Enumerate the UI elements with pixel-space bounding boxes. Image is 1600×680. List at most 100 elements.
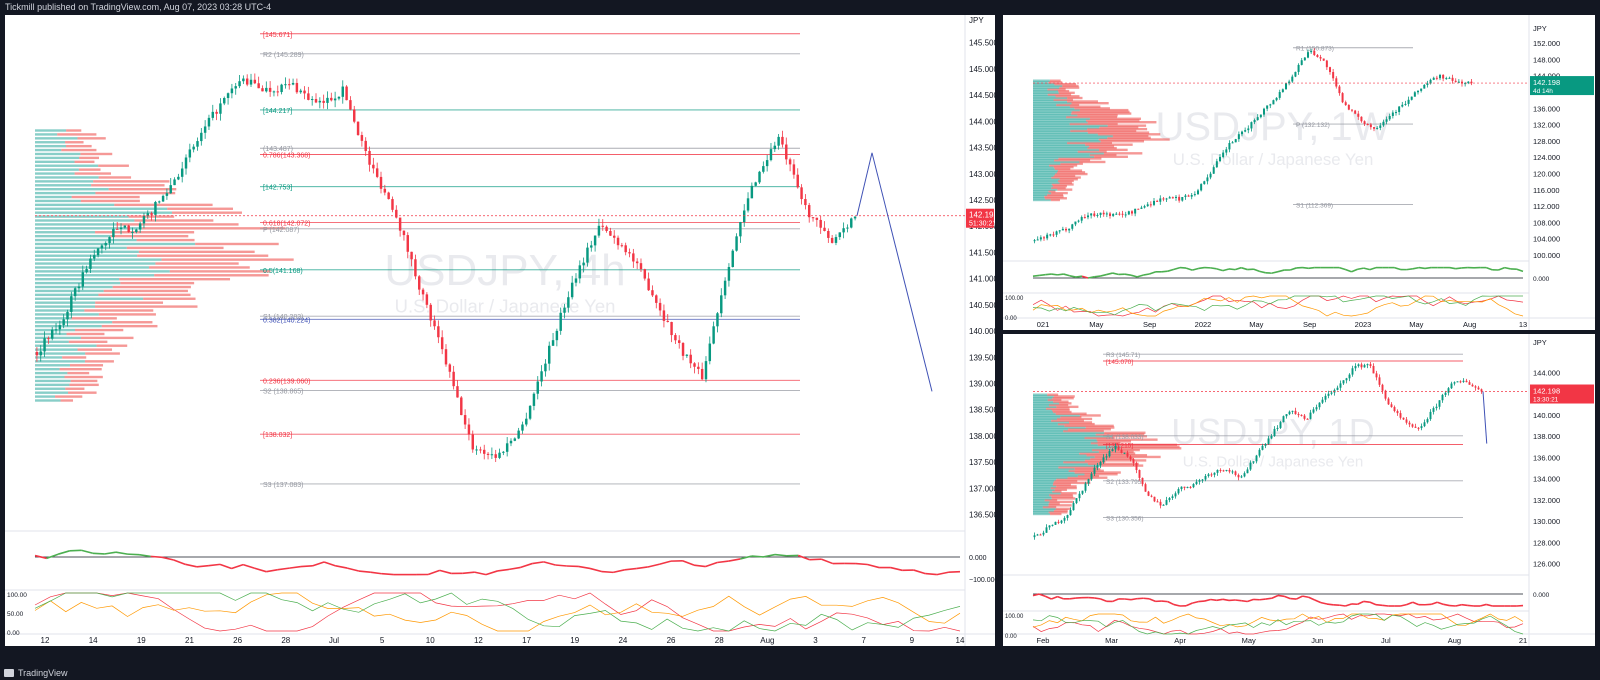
oscillator-line xyxy=(1326,603,1334,606)
candle-body xyxy=(1168,197,1171,199)
candle-body xyxy=(1117,446,1120,450)
oscillator-line xyxy=(92,552,105,555)
oscillator-line xyxy=(1369,601,1377,606)
volume-profile-bar-down xyxy=(1101,464,1144,467)
candle-body xyxy=(1411,424,1414,427)
candle-body xyxy=(1216,469,1219,473)
candle-body xyxy=(131,231,134,233)
volume-profile-bar-up xyxy=(35,344,97,347)
candle-body xyxy=(1309,412,1312,419)
volume-profile-bar-down xyxy=(1049,79,1061,82)
candle-body xyxy=(391,199,394,210)
volume-profile-bar-down xyxy=(1120,445,1180,448)
weekly-chart-panel[interactable]: 152.000148.000144.000140.000136.000132.0… xyxy=(1003,15,1595,330)
volume-profile-bar-down xyxy=(1112,134,1149,138)
candle-body xyxy=(1445,78,1448,80)
volume-profile-bar-down xyxy=(1047,93,1072,96)
candle-body xyxy=(1438,74,1442,79)
projection-line xyxy=(856,152,873,216)
oscillator-line xyxy=(543,561,556,566)
candle-body xyxy=(697,366,700,369)
oscillator-line xyxy=(1259,270,1266,274)
oscillator-line xyxy=(1406,268,1413,271)
candle-body xyxy=(1448,77,1451,79)
candle-body xyxy=(1477,387,1480,390)
volume-profile-bar-down xyxy=(68,391,97,394)
volume-profile-bar-up xyxy=(1033,440,1098,443)
candle-body xyxy=(1215,161,1218,168)
volume-profile-bar-down xyxy=(112,321,153,324)
candle-body xyxy=(261,88,264,92)
candle-body xyxy=(1288,81,1291,84)
volume-profile-bar-up xyxy=(1033,473,1085,476)
candle-body xyxy=(1351,368,1354,375)
volume-profile-bar-up xyxy=(1033,412,1056,415)
volume-profile-bar-up xyxy=(35,391,69,394)
oscillator-line xyxy=(462,571,475,575)
candle-body xyxy=(1218,157,1222,162)
candle-body xyxy=(1284,83,1288,90)
candle-body xyxy=(383,188,387,193)
candle-body xyxy=(1267,438,1270,444)
candle-body xyxy=(559,312,562,331)
y-tick-label: 145.500 xyxy=(969,39,995,48)
volume-profile-bar-down xyxy=(1044,195,1064,198)
volume-profile-bar-down xyxy=(95,301,164,304)
volume-profile-bar-down xyxy=(154,274,269,277)
volume-profile-bar-down xyxy=(85,352,120,355)
candle-body xyxy=(1281,89,1284,93)
candle-body xyxy=(77,286,81,289)
level-label: P (132.132) xyxy=(1296,122,1330,129)
candle-body xyxy=(425,294,429,305)
oscillator-line xyxy=(1234,266,1242,271)
y-tick-label: 104.000 xyxy=(1533,235,1560,244)
candle-body xyxy=(494,454,497,458)
x-tick-label: 28 xyxy=(715,636,724,645)
oscillator-line xyxy=(1057,595,1064,600)
volume-profile-bar-up xyxy=(1033,108,1080,112)
candle-body xyxy=(590,245,593,248)
volume-profile-bar-up xyxy=(1033,416,1061,419)
volume-profile-bar-up xyxy=(1033,481,1054,485)
candle-body xyxy=(1146,204,1149,207)
volume-profile-bar-down xyxy=(1047,88,1066,91)
candle-body xyxy=(1366,123,1369,125)
x-tick-label: Feb xyxy=(1037,636,1050,645)
candle-body xyxy=(528,405,532,419)
publish-text: Tickmill published on TradingView.com, A… xyxy=(5,2,272,12)
oscillator-line xyxy=(1504,266,1511,270)
candle-body xyxy=(536,381,539,394)
daily-chart-panel[interactable]: 144.000142.000140.000138.000136.000134.0… xyxy=(1003,334,1595,646)
candle-body xyxy=(1129,456,1132,460)
oscillator-line xyxy=(1167,600,1175,606)
oscillator-line xyxy=(1112,598,1120,603)
candle-body xyxy=(758,171,761,183)
volume-profile-bar-up xyxy=(1033,172,1056,176)
candle-body xyxy=(253,79,257,84)
candle-body xyxy=(314,99,318,103)
candle-body xyxy=(635,261,639,264)
volume-profile-bar-down xyxy=(1048,502,1060,505)
candle-body xyxy=(505,443,509,452)
volume-profile-bar-up xyxy=(35,293,99,297)
candle-body xyxy=(414,259,417,277)
volume-profile-bar-up xyxy=(1033,443,1098,447)
oscillator-line xyxy=(1290,597,1297,600)
volume-profile-bar-up xyxy=(1033,190,1049,193)
candle-body xyxy=(1310,50,1313,53)
candle-body xyxy=(819,219,822,228)
candle-body xyxy=(1250,122,1253,129)
oscillator-line xyxy=(693,564,706,568)
oscillator-line xyxy=(1314,599,1322,604)
stochastic-line xyxy=(1032,613,1524,635)
candle-body xyxy=(115,228,119,230)
candle-body xyxy=(73,288,77,297)
x-tick-label: 7 xyxy=(861,636,866,645)
volume-profile-bar-up xyxy=(1033,195,1045,198)
main-chart-panel[interactable]: 145.500 145.000 144.500 144.000 143.500 143.0… xyxy=(5,15,995,646)
volume-profile-bar-up xyxy=(1033,110,1072,114)
volume-profile-bar-down xyxy=(1046,407,1070,410)
volume-profile-bar-down xyxy=(1087,462,1139,466)
volume-profile-bar-down xyxy=(1056,478,1091,481)
level-label: [137.215] xyxy=(1106,442,1133,449)
